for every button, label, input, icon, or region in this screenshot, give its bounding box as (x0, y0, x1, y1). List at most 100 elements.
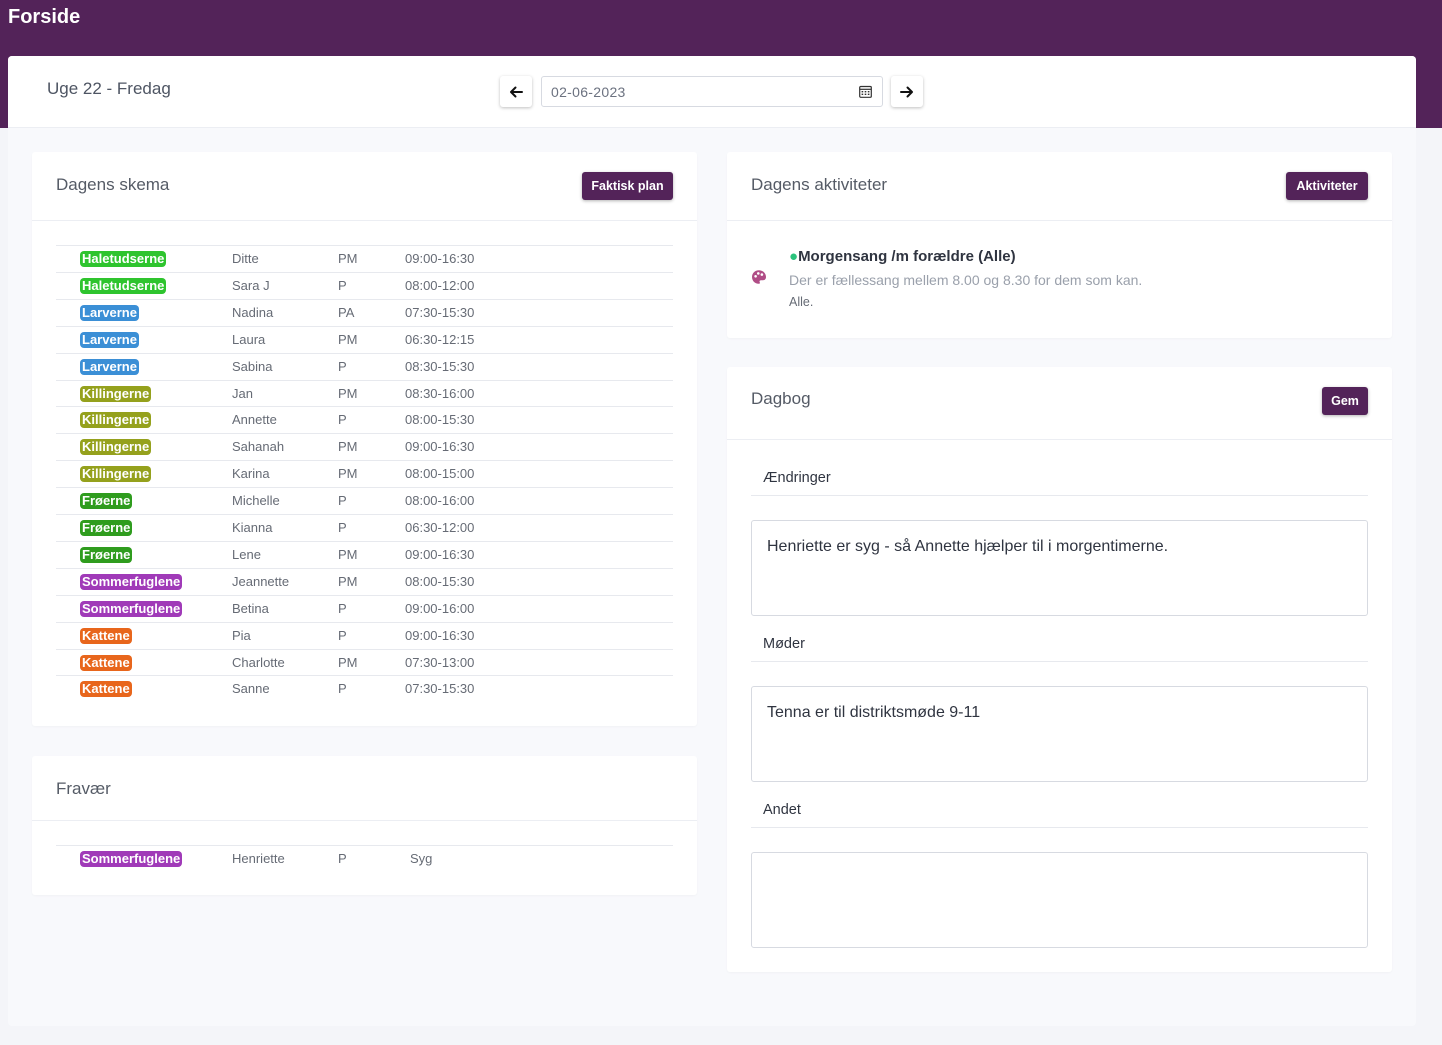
staff-name: Henriette (232, 851, 285, 866)
diary-title: Dagbog (751, 389, 811, 408)
previous-day-button[interactable] (500, 76, 532, 107)
meetings-label: Møder (751, 630, 1368, 662)
shift-code: PM (338, 466, 358, 482)
shift-time: 09:00-16:30 (405, 627, 475, 643)
calendar-icon[interactable] (859, 85, 872, 98)
shift-code: P (338, 520, 347, 535)
table-row: Frøerne Michelle P 08:00-16:00 (56, 487, 673, 514)
card-divider (727, 439, 1392, 440)
diary-card: Dagbog Gem Ændringer Henriette er syg - … (727, 367, 1392, 972)
group-badge: Kattene (80, 681, 132, 698)
table-row: Haletudserne Ditte PM 09:00-16:30 (56, 245, 673, 272)
group-badge: Haletudserne (80, 277, 167, 294)
activities-card: Dagens aktiviteter Aktiviteter ●Morgensa… (727, 152, 1392, 338)
table-row: Killingerne Jan PM 08:30-16:00 (56, 379, 673, 407)
actual-plan-button[interactable]: Faktisk plan (582, 172, 673, 200)
next-day-button[interactable] (891, 76, 923, 107)
group-badge: Killingerne (80, 439, 152, 456)
shift-time: 08:30-16:00 (405, 385, 475, 401)
group-badge: Killingerne (80, 385, 152, 402)
arrow-right-icon (900, 86, 913, 97)
shift-code: PM (338, 251, 358, 266)
absence-card: Fravær Sommerfuglene Henriette P Syg (32, 756, 697, 895)
group-badge: Kattene (80, 627, 132, 644)
shift-code: P (338, 358, 347, 374)
changes-textarea[interactable]: Henriette er syg - så Annette hjælper ti… (751, 520, 1368, 616)
group-badge: Haletudserne (80, 251, 167, 267)
shift-code: P (338, 412, 347, 428)
group-badge: Frøerne (80, 493, 133, 510)
shift-time: 09:00-16:30 (405, 546, 475, 562)
activity-title: ●Morgensang /m forældre (Alle) (789, 248, 1016, 265)
absence-title: Fravær (56, 779, 111, 798)
shift-code: PM (338, 385, 358, 401)
table-row: Killingerne Sahanah PM 09:00-16:30 (56, 433, 673, 460)
staff-name: Jan (232, 385, 253, 401)
table-row: Killingerne Karina PM 08:00-15:00 (56, 460, 673, 487)
staff-name: Sara J (232, 277, 270, 293)
shift-code: P (338, 851, 347, 866)
meetings-textarea[interactable]: Tenna er til distriktsmøde 9-11 (751, 686, 1368, 782)
group-badge: Sommerfuglene (80, 573, 183, 590)
staff-name: Karina (232, 466, 270, 482)
table-row: Haletudserne Sara J P 08:00-12:00 (56, 271, 673, 299)
week-label: Uge 22 - Fredag (47, 79, 171, 98)
shift-time: 08:00-15:00 (405, 466, 475, 482)
group-badge: Frøerne (80, 520, 133, 536)
activity-description: Der er fællessang mellem 8.00 og 8.30 fo… (789, 272, 1143, 288)
shift-time: 08:00-12:00 (405, 277, 475, 293)
staff-name: Charlotte (232, 654, 285, 670)
table-row: Kattene Charlotte PM 07:30-13:00 (56, 648, 673, 676)
activity-audience: Alle. (789, 295, 814, 309)
staff-name: Sanne (232, 681, 270, 697)
shift-time: 08:00-16:00 (405, 493, 475, 509)
staff-name: Kianna (232, 520, 273, 535)
staff-name: Laura (232, 331, 266, 347)
group-badge: Frøerne (80, 546, 133, 563)
group-badge: Killingerne (80, 412, 152, 429)
group-badge: Larverne (80, 331, 139, 348)
shift-code: PA (338, 304, 355, 320)
table-row: Sommerfuglene Jeannette PM 08:00-15:30 (56, 567, 673, 595)
activity-title-text: Morgensang /m forældre (Alle) (798, 248, 1016, 265)
card-divider (32, 220, 697, 221)
other-label: Andet (751, 796, 1368, 828)
shift-time: 07:30-15:30 (405, 304, 475, 320)
staff-name: Ditte (232, 251, 259, 266)
main-panel: Uge 22 - Fredag (8, 56, 1416, 1026)
palette-icon (752, 270, 766, 284)
staff-name: Betina (232, 600, 269, 616)
group-badge: Larverne (80, 358, 139, 375)
shift-time: 08:00-15:30 (405, 573, 475, 589)
absence-reason: Syg (410, 851, 433, 866)
shift-code: P (338, 600, 347, 616)
activities-title: Dagens aktiviteter (751, 175, 888, 194)
table-row: Larverne Sabina P 08:30-15:30 (56, 352, 673, 380)
staff-name: Michelle (232, 493, 280, 509)
group-badge: Killingerne (80, 466, 152, 483)
shift-time: 09:00-16:30 (405, 439, 475, 455)
date-input[interactable] (551, 84, 841, 100)
table-row: Kattene Pia P 09:00-16:30 (56, 621, 673, 649)
shift-time: 06:30-12:00 (405, 520, 475, 535)
table-row: Larverne Laura PM 06:30-12:15 (56, 325, 673, 353)
shift-code: PM (338, 546, 358, 562)
page-title: Forside (8, 6, 81, 28)
group-badge: Kattene (80, 654, 132, 671)
shift-code: PM (338, 439, 358, 455)
activities-button[interactable]: Aktiviteter (1286, 172, 1368, 200)
table-row: Kattene Sanne P 07:30-15:30 (56, 675, 673, 702)
staff-name: Annette (232, 412, 277, 428)
date-field[interactable] (541, 76, 883, 107)
shift-code: PM (338, 654, 358, 670)
activity-dot: ● (789, 248, 799, 265)
save-button[interactable]: Gem (1322, 387, 1368, 415)
card-divider (32, 820, 697, 821)
staff-name: Nadina (232, 304, 274, 320)
other-textarea[interactable] (751, 852, 1368, 948)
staff-name: Sahanah (232, 439, 285, 455)
shift-code: P (338, 627, 347, 643)
card-divider (727, 220, 1392, 221)
shift-code: P (338, 493, 347, 509)
shift-time: 09:00-16:30 (405, 251, 475, 266)
